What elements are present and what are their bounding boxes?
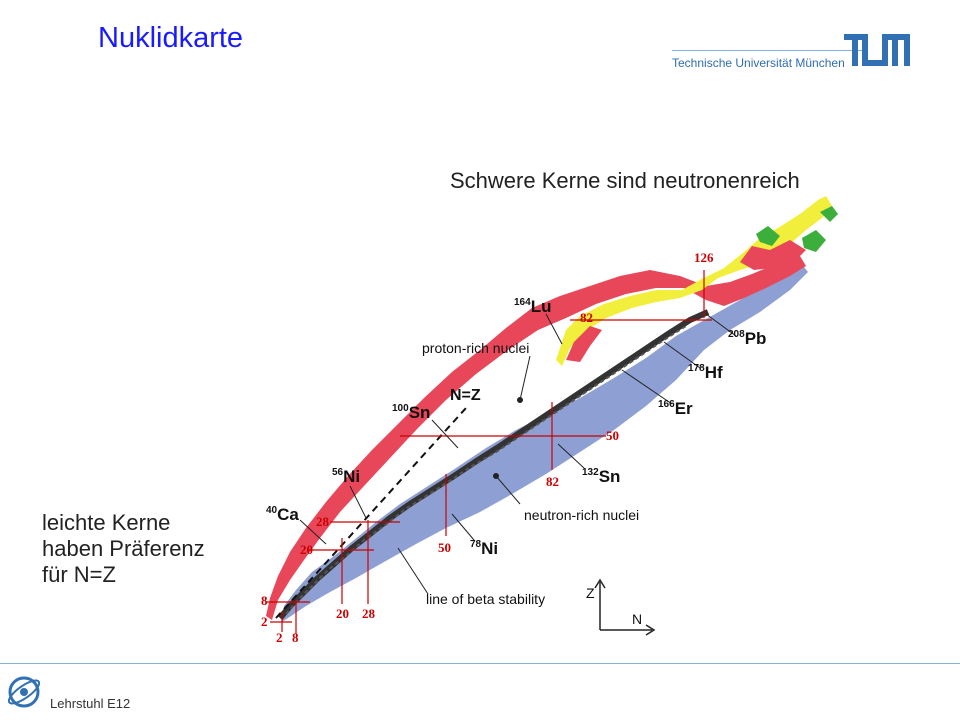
nuclide-ni56: 56Ni <box>332 467 360 486</box>
magic-n-28: 28 <box>362 606 376 621</box>
magic-n-126: 126 <box>694 250 714 265</box>
university-name: Technische Universität München <box>672 56 845 70</box>
proton-rich-patch <box>566 326 602 362</box>
magic-n-2: 2 <box>276 630 283 645</box>
magic-z-8: 8 <box>261 593 268 608</box>
nuclide-lu164: 164Lu <box>514 297 551 316</box>
light-note-line: leichte Kerne <box>42 510 171 535</box>
magic-z-20: 20 <box>300 542 313 557</box>
magic-n-20: 20 <box>336 606 349 621</box>
magic-n-8: 8 <box>292 630 299 645</box>
proton-rich-patch <box>740 240 806 270</box>
proton-rich-label: proton-rich nuclei <box>422 340 529 356</box>
footer-divider <box>0 663 960 664</box>
nuclide-hf178: 178Hf <box>688 363 723 382</box>
light-nuclei-note: leichte Kerne haben Präferenz für N=Z <box>42 510 205 588</box>
chair-name: Lehrstuhl E12 <box>50 696 131 711</box>
header-divider <box>672 50 862 51</box>
slide-title: Nuklidkarte <box>98 22 244 54</box>
nuclide-er166: 166Er <box>658 399 693 418</box>
nuclide-sn132: 132Sn <box>582 467 620 486</box>
proton-rich-region <box>266 256 806 620</box>
magic-n-50: 50 <box>438 540 451 555</box>
beta-stability-label: line of beta stability <box>426 591 545 607</box>
neutron-rich-label: neutron-rich nuclei <box>524 507 639 523</box>
axis-n-label: N <box>632 611 642 627</box>
magic-z-28: 28 <box>316 514 330 529</box>
magic-n-82: 82 <box>546 474 559 489</box>
other-decay-region <box>756 226 780 246</box>
magic-z-50: 50 <box>606 428 619 443</box>
other-decay-region <box>802 230 826 252</box>
nuclide-chart: 2 8 20 28 50 82 2 8 20 28 50 82 126 prot… <box>261 196 838 645</box>
nuclide-sn100: 100Sn <box>392 403 430 422</box>
e12-logo-icon <box>7 676 41 708</box>
magic-z-2: 2 <box>261 614 268 629</box>
nuclide-ni78: 78Ni <box>470 539 498 558</box>
heavy-nuclei-note: Schwere Kerne sind neutronenreich <box>450 168 800 193</box>
axis-z-label: Z <box>586 585 595 601</box>
axis-indicator <box>594 578 656 636</box>
light-note-line: für N=Z <box>42 562 116 587</box>
nuclide-ca40: 40Ca <box>266 505 299 524</box>
nz-label: N=Z <box>450 387 481 404</box>
nuclide-pb208: 208Pb <box>728 329 766 348</box>
light-note-line: haben Präferenz <box>42 536 205 561</box>
magic-z-82: 82 <box>580 310 593 325</box>
tum-logo <box>844 34 910 66</box>
other-decay-region <box>820 206 838 222</box>
neutron-rich-region <box>282 262 808 622</box>
